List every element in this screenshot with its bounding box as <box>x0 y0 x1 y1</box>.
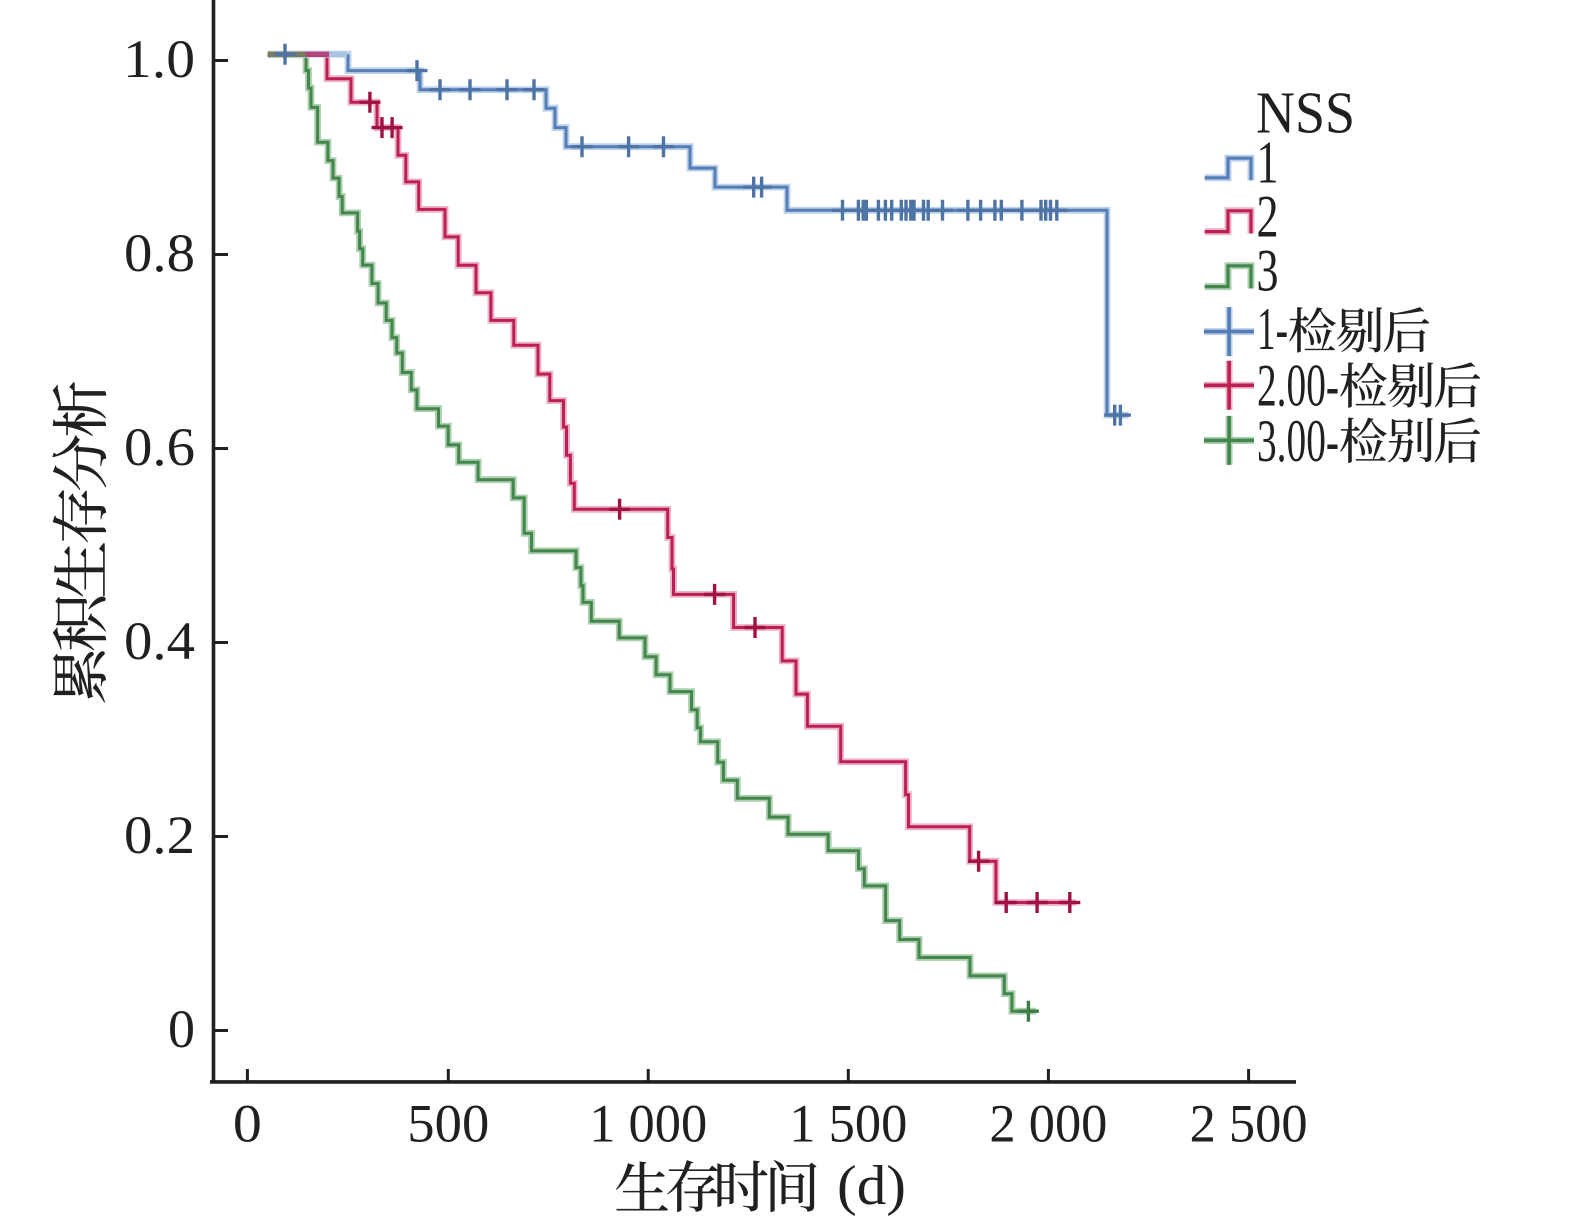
svg-text:0.6: 0.6 <box>124 417 195 477</box>
svg-text:3: 3 <box>1257 237 1279 303</box>
svg-text:(d): (d) <box>837 1155 906 1217</box>
svg-text:0.8: 0.8 <box>124 223 195 283</box>
svg-text:0.2: 0.2 <box>124 805 195 865</box>
svg-text:3.00-: 3.00- <box>1257 408 1339 474</box>
svg-text:0.4: 0.4 <box>124 611 195 671</box>
svg-text:1: 1 <box>1257 130 1279 196</box>
svg-text:1-: 1- <box>1257 296 1288 362</box>
svg-text:1.0: 1.0 <box>123 29 195 89</box>
svg-text:500: 500 <box>407 1094 489 1154</box>
svg-text:2.00-: 2.00- <box>1257 353 1339 419</box>
svg-text:2: 2 <box>1257 184 1279 250</box>
svg-text:2 000: 2 000 <box>989 1094 1107 1154</box>
svg-text:1 500: 1 500 <box>789 1094 907 1154</box>
svg-text:NSS: NSS <box>1256 80 1355 146</box>
svg-text:2 500: 2 500 <box>1190 1094 1308 1154</box>
svg-text:0: 0 <box>168 999 195 1059</box>
svg-text:1 000: 1 000 <box>589 1094 707 1154</box>
svg-text:0: 0 <box>233 1094 262 1154</box>
